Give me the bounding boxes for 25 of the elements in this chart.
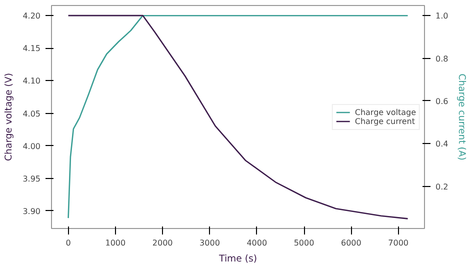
y-axis-title: Charge voltage (V) [4,73,15,161]
y-tick-label: 4.20 [22,12,40,21]
x-tick-label: 5000 [294,238,314,248]
x-tick-label: 4000 [246,238,268,248]
y2-tick-label: 0.8 [436,54,448,64]
y2-axis-title: Charge current (A) [456,74,468,160]
y-tick-label: 4.15 [22,44,40,54]
y2-tick-label: 1.0 [436,12,448,21]
x-tick-label: 0 [66,238,71,248]
x-tick-label: 1000 [105,238,126,248]
x-tick-label: 7000 [388,238,409,248]
x-tick-label: 6000 [341,238,362,248]
y-tick-label: 3.95 [22,174,40,184]
y2-tick-label: 0.4 [436,140,448,149]
y-tick-label: 3.90 [22,206,40,216]
legend-label: Charge current [354,116,415,126]
y2-tick-label: 0.6 [436,96,448,106]
y-tick-label: 4.10 [22,76,40,86]
y-tick-label: 4.05 [22,109,40,118]
y-tick-label: 4.00 [22,142,40,151]
x-axis-title: Time (s) [218,254,257,264]
legend-label: Charge voltage [354,108,416,116]
y2-tick-label: 0.2 [436,182,448,192]
x-tick-label: 3000 [200,238,220,248]
x-tick-label: 2000 [152,238,173,248]
